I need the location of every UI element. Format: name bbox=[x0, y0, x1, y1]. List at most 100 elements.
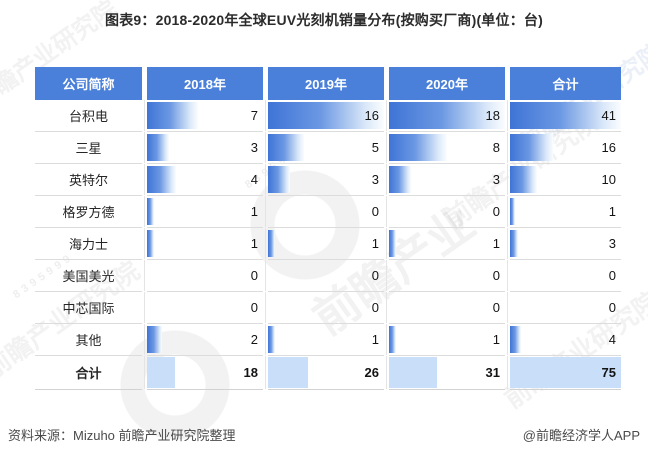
data-bar bbox=[147, 198, 155, 225]
data-bar bbox=[268, 134, 305, 161]
value-cell: 2 bbox=[144, 324, 263, 356]
company-name: 美国美光 bbox=[35, 260, 142, 292]
value-cell: 41 bbox=[507, 100, 621, 132]
value-cell: 1 bbox=[265, 324, 384, 356]
data-bar bbox=[510, 102, 621, 129]
cell-value: 1 bbox=[371, 236, 379, 251]
cell-value: 0 bbox=[250, 268, 258, 283]
column-header-company: 公司简称 bbox=[35, 67, 142, 100]
value-cell: 0 bbox=[265, 196, 384, 228]
value-cell: 4 bbox=[507, 324, 621, 356]
value-cell: 1 bbox=[386, 228, 505, 260]
data-bar bbox=[510, 166, 538, 193]
data-bar bbox=[389, 166, 411, 193]
value-cell: 0 bbox=[144, 260, 263, 292]
data-bar bbox=[510, 134, 554, 161]
cell-value: 4 bbox=[250, 172, 258, 187]
cell-value: 1 bbox=[250, 236, 258, 251]
cell-value: 4 bbox=[608, 332, 616, 347]
column-header-total: 合计 bbox=[510, 67, 621, 100]
total-data-bar bbox=[510, 357, 621, 388]
cell-value: 26 bbox=[364, 365, 379, 380]
data-bar bbox=[147, 134, 169, 161]
total-value-cell: 26 bbox=[265, 356, 384, 390]
data-bar bbox=[389, 102, 505, 129]
cell-value: 5 bbox=[371, 140, 379, 155]
value-cell: 0 bbox=[144, 292, 263, 324]
cell-value: 0 bbox=[608, 300, 616, 315]
column-header-2020: 2020年 bbox=[389, 67, 505, 100]
value-cell: 7 bbox=[144, 100, 263, 132]
value-cell: 4 bbox=[144, 164, 263, 196]
value-cell: 0 bbox=[386, 260, 505, 292]
value-cell: 18 bbox=[386, 100, 505, 132]
cell-value: 0 bbox=[371, 268, 379, 283]
cell-value: 0 bbox=[492, 300, 500, 315]
data-bar bbox=[268, 326, 276, 353]
cell-value: 0 bbox=[608, 268, 616, 283]
cell-value: 16 bbox=[601, 140, 616, 155]
company-name: 台积电 bbox=[35, 100, 142, 132]
cell-value: 1 bbox=[492, 236, 500, 251]
company-name: 其他 bbox=[35, 324, 142, 356]
data-bar bbox=[510, 326, 521, 353]
app-credit: @前瞻经济学人APP bbox=[522, 428, 640, 443]
value-cell: 0 bbox=[507, 260, 621, 292]
cell-value: 0 bbox=[371, 204, 379, 219]
value-cell: 3 bbox=[144, 132, 263, 164]
value-cell: 3 bbox=[507, 228, 621, 260]
value-cell: 1 bbox=[386, 324, 505, 356]
total-data-bar bbox=[389, 357, 437, 388]
chart-title: 图表9：2018-2020年全球EUV光刻机销量分布(按购买厂商)(单位：台) bbox=[105, 12, 543, 28]
data-bar bbox=[510, 198, 515, 225]
data-bar bbox=[389, 326, 397, 353]
value-cell: 1 bbox=[265, 228, 384, 260]
data-source-note: 资料来源：Mizuho 前瞻产业研究院整理 bbox=[8, 428, 236, 443]
company-name: 英特尔 bbox=[35, 164, 142, 196]
cell-value: 75 bbox=[601, 365, 616, 380]
company-name: 中芯国际 bbox=[35, 292, 142, 324]
cell-value: 3 bbox=[492, 172, 500, 187]
value-cell: 1 bbox=[507, 196, 621, 228]
total-row-label: 合计 bbox=[35, 356, 142, 390]
value-cell: 0 bbox=[265, 260, 384, 292]
data-bar bbox=[147, 102, 198, 129]
value-cell: 0 bbox=[507, 292, 621, 324]
column-header-2019: 2019年 bbox=[268, 67, 384, 100]
total-data-bar bbox=[147, 357, 175, 388]
data-bar bbox=[268, 166, 290, 193]
value-cell: 5 bbox=[265, 132, 384, 164]
data-bar bbox=[147, 230, 155, 257]
data-bar bbox=[147, 326, 162, 353]
value-cell: 1 bbox=[144, 196, 263, 228]
cell-value: 1 bbox=[250, 204, 258, 219]
data-bar bbox=[268, 102, 384, 129]
data-bar bbox=[389, 134, 447, 161]
value-cell: 16 bbox=[265, 100, 384, 132]
cell-value: 18 bbox=[243, 365, 258, 380]
value-cell: 1 bbox=[144, 228, 263, 260]
total-value-cell: 31 bbox=[386, 356, 505, 390]
cell-value: 16 bbox=[364, 108, 379, 123]
cell-value: 3 bbox=[608, 236, 616, 251]
value-cell: 8 bbox=[386, 132, 505, 164]
cell-value: 2 bbox=[250, 332, 258, 347]
company-name: 格罗方德 bbox=[35, 196, 142, 228]
cell-value: 41 bbox=[601, 108, 616, 123]
value-cell: 3 bbox=[265, 164, 384, 196]
cell-value: 8 bbox=[492, 140, 500, 155]
company-name: 三星 bbox=[35, 132, 142, 164]
cell-value: 18 bbox=[485, 108, 500, 123]
data-bar bbox=[389, 230, 397, 257]
data-bar bbox=[510, 230, 519, 257]
value-cell: 0 bbox=[386, 196, 505, 228]
cell-value: 31 bbox=[485, 365, 500, 380]
cell-value: 0 bbox=[371, 300, 379, 315]
value-cell: 0 bbox=[265, 292, 384, 324]
cell-value: 0 bbox=[492, 268, 500, 283]
cell-value: 3 bbox=[250, 140, 258, 155]
cell-value: 0 bbox=[492, 204, 500, 219]
cell-value: 1 bbox=[608, 204, 616, 219]
total-data-bar bbox=[268, 357, 309, 388]
